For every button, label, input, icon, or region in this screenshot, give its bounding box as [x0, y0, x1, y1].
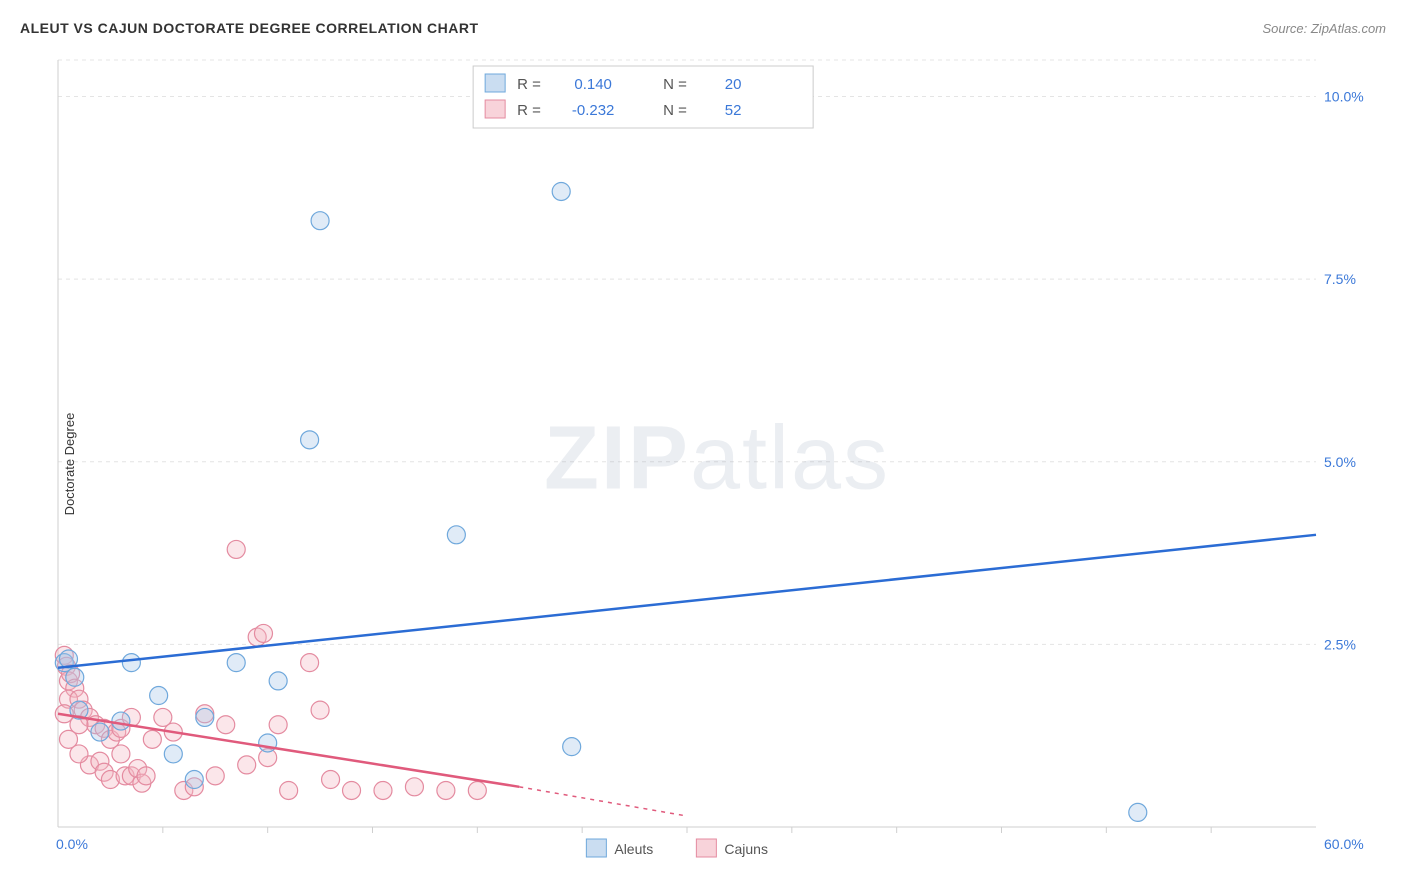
- data-point: [112, 745, 130, 763]
- data-point: [280, 781, 298, 799]
- data-point: [150, 687, 168, 705]
- data-point: [269, 716, 287, 734]
- trendline: [58, 535, 1316, 668]
- data-point: [227, 540, 245, 558]
- data-point: [311, 212, 329, 230]
- data-point: [164, 745, 182, 763]
- data-point: [269, 672, 287, 690]
- y-tick-label: 7.5%: [1324, 271, 1356, 287]
- data-point: [552, 182, 570, 200]
- data-point: [238, 756, 256, 774]
- data-point: [343, 781, 361, 799]
- y-tick-label: 5.0%: [1324, 454, 1356, 470]
- legend-r-label: R =: [517, 102, 541, 119]
- y-axis-label: Doctorate Degree: [62, 412, 77, 515]
- legend-n-label: N =: [663, 102, 687, 119]
- data-point: [468, 781, 486, 799]
- data-point: [301, 654, 319, 672]
- legend-n-label: N =: [663, 76, 687, 93]
- data-point: [437, 781, 455, 799]
- data-point: [374, 781, 392, 799]
- chart-title: ALEUT VS CAJUN DOCTORATE DEGREE CORRELAT…: [20, 20, 479, 36]
- data-point: [447, 526, 465, 544]
- legend-n-value: 20: [725, 76, 742, 93]
- y-tick-label: 2.5%: [1324, 636, 1356, 652]
- legend-r-value: 0.140: [574, 76, 612, 93]
- data-point: [254, 624, 272, 642]
- data-point: [322, 771, 340, 789]
- legend-n-value: 52: [725, 102, 742, 119]
- data-point: [311, 701, 329, 719]
- data-point: [227, 654, 245, 672]
- y-tick-label: 10.0%: [1324, 89, 1364, 105]
- data-point: [301, 431, 319, 449]
- series-label: Cajuns: [724, 841, 768, 857]
- x-start-label: 0.0%: [56, 836, 88, 852]
- data-point: [185, 771, 203, 789]
- data-point: [143, 730, 161, 748]
- trendline-dashed: [519, 787, 687, 816]
- data-point: [196, 708, 214, 726]
- legend-r-label: R =: [517, 76, 541, 93]
- chart-container: Doctorate Degree ZIPatlas 2.5%5.0%7.5%10…: [48, 55, 1386, 872]
- x-end-label: 60.0%: [1324, 836, 1364, 852]
- data-point: [217, 716, 235, 734]
- series-label: Aleuts: [614, 841, 653, 857]
- legend-swatch: [485, 74, 505, 92]
- data-point: [112, 712, 130, 730]
- scatter-chart: 2.5% 5.0% 7.5% 10.0% 0.0% 60.0% R = 0.140 N = 20 R…: [48, 55, 1386, 872]
- data-point: [206, 767, 224, 785]
- data-point: [91, 723, 109, 741]
- data-point: [1129, 803, 1147, 821]
- series-swatch: [696, 839, 716, 857]
- source-attribution: Source: ZipAtlas.com: [1262, 21, 1386, 36]
- series-swatch: [586, 839, 606, 857]
- data-point: [122, 654, 140, 672]
- data-point: [59, 730, 77, 748]
- data-point: [66, 668, 84, 686]
- data-point: [405, 778, 423, 796]
- legend-r-value: -0.232: [572, 102, 615, 119]
- data-point: [259, 734, 277, 752]
- legend-swatch: [485, 100, 505, 118]
- data-point: [137, 767, 155, 785]
- data-point: [563, 738, 581, 756]
